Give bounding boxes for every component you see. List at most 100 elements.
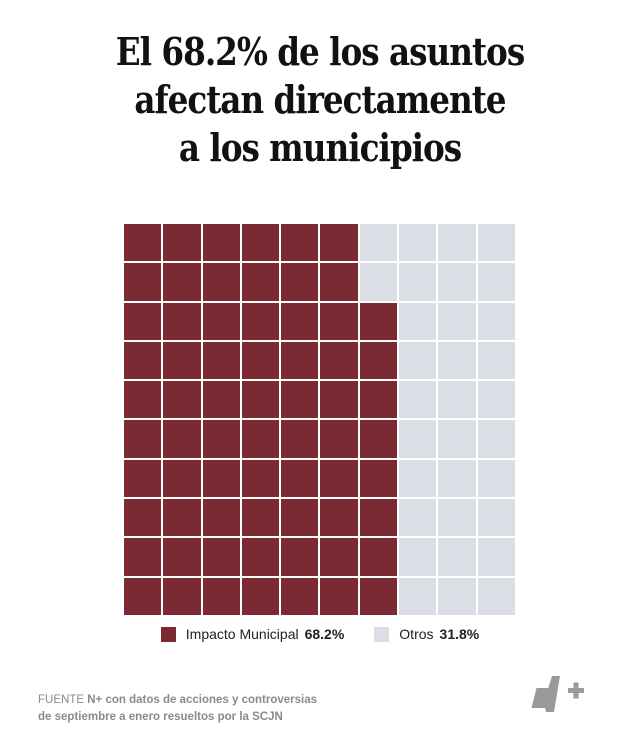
source-line1: con datos de acciones y controversias bbox=[105, 694, 317, 706]
waffle-chart bbox=[124, 224, 515, 615]
waffle-cell-impacto bbox=[124, 224, 162, 262]
waffle-cell-impacto bbox=[241, 420, 280, 458]
waffle-cell-impacto bbox=[320, 459, 358, 498]
waffle-cell-impacto bbox=[281, 499, 319, 537]
waffle-cell-impacto bbox=[202, 538, 240, 576]
waffle-cell-otros bbox=[477, 459, 515, 498]
waffle-cell-impacto bbox=[163, 224, 201, 262]
title-line-1: El 68.2% de los asuntos bbox=[115, 29, 525, 74]
waffle-cell-otros bbox=[359, 224, 398, 262]
waffle-cell-otros bbox=[477, 538, 515, 576]
waffle-cell-impacto bbox=[124, 499, 162, 537]
waffle-cell-impacto bbox=[124, 302, 162, 340]
waffle-cell-otros bbox=[477, 381, 515, 419]
waffle-cell-otros bbox=[399, 263, 437, 301]
waffle-cell-impacto bbox=[163, 577, 201, 615]
chart-title: El 68.2% de los asuntos afectan directam… bbox=[45, 28, 595, 172]
waffle-cell-otros bbox=[477, 499, 515, 537]
waffle-cell-impacto bbox=[163, 341, 201, 380]
waffle-cell-otros bbox=[359, 263, 398, 301]
waffle-cell-otros bbox=[399, 577, 437, 615]
waffle-cell-otros bbox=[477, 302, 515, 340]
legend: Impacto Municipal 68.2% Otros 31.8% bbox=[0, 626, 640, 642]
source-brand: N+ bbox=[87, 694, 103, 706]
waffle-cell-impacto bbox=[163, 459, 201, 498]
waffle-cell-impacto bbox=[202, 577, 240, 615]
waffle-cell-impacto bbox=[202, 224, 240, 262]
waffle-cell-impacto bbox=[241, 341, 280, 380]
waffle-cell-impacto bbox=[202, 420, 240, 458]
waffle-cell-impacto bbox=[320, 538, 358, 576]
waffle-cell-impacto bbox=[163, 381, 201, 419]
waffle-cell-otros bbox=[438, 381, 476, 419]
waffle-cell-impacto bbox=[320, 224, 358, 262]
waffle-cell-impacto bbox=[241, 577, 280, 615]
waffle-cell-otros bbox=[438, 499, 476, 537]
waffle-cell-otros bbox=[399, 341, 437, 380]
waffle-cell-impacto bbox=[163, 302, 201, 340]
waffle-cell-otros bbox=[438, 302, 476, 340]
waffle-cell-impacto bbox=[124, 341, 162, 380]
legend-label-otros: Otros bbox=[399, 626, 434, 642]
waffle-cell-impacto bbox=[202, 302, 240, 340]
waffle-cell-impacto bbox=[281, 459, 319, 498]
waffle-cell-impacto bbox=[124, 577, 162, 615]
waffle-cell-impacto bbox=[359, 302, 398, 340]
waffle-cell-impacto bbox=[124, 263, 162, 301]
waffle-cell-impacto bbox=[359, 381, 398, 419]
waffle-cell-otros bbox=[438, 224, 476, 262]
waffle-cell-impacto bbox=[281, 420, 319, 458]
title-line-2: afectan directamente bbox=[134, 77, 506, 122]
legend-item-impacto: Impacto Municipal 68.2% bbox=[160, 626, 344, 642]
waffle-cell-impacto bbox=[281, 577, 319, 615]
title-line-3: a los municipios bbox=[178, 125, 462, 170]
waffle-cell-impacto bbox=[163, 499, 201, 537]
source-prefix: FUENTE bbox=[38, 694, 84, 706]
waffle-cell-impacto bbox=[320, 499, 358, 537]
legend-swatch-impacto bbox=[160, 626, 176, 642]
waffle-cell-impacto bbox=[320, 577, 358, 615]
waffle-cell-otros bbox=[399, 499, 437, 537]
waffle-cell-otros bbox=[477, 263, 515, 301]
waffle-cell-impacto bbox=[320, 381, 358, 419]
waffle-cell-otros bbox=[399, 302, 437, 340]
waffle-cell-otros bbox=[399, 224, 437, 262]
waffle-cell-impacto bbox=[241, 263, 280, 301]
waffle-cell-impacto bbox=[359, 459, 398, 498]
waffle-cell-impacto bbox=[320, 420, 358, 458]
waffle-cell-impacto bbox=[202, 459, 240, 498]
legend-item-otros: Otros 31.8% bbox=[374, 626, 479, 642]
waffle-cell-impacto bbox=[281, 341, 319, 380]
waffle-cell-impacto bbox=[359, 577, 398, 615]
waffle-cell-impacto bbox=[359, 341, 398, 380]
waffle-cell-impacto bbox=[241, 459, 280, 498]
source-line2: de septiembre a enero resueltos por la S… bbox=[38, 711, 283, 723]
waffle-cell-otros bbox=[399, 538, 437, 576]
waffle-cell-impacto bbox=[163, 263, 201, 301]
waffle-cell-impacto bbox=[281, 263, 319, 301]
source-note: FUENTE N+ con datos de acciones y contro… bbox=[38, 692, 317, 726]
waffle-cell-impacto bbox=[241, 538, 280, 576]
waffle-cell-impacto bbox=[124, 538, 162, 576]
waffle-cell-otros bbox=[399, 459, 437, 498]
waffle-cell-otros bbox=[438, 577, 476, 615]
waffle-cell-impacto bbox=[320, 263, 358, 301]
legend-label-impacto: Impacto Municipal bbox=[185, 626, 299, 642]
waffle-cell-impacto bbox=[281, 302, 319, 340]
waffle-cell-otros bbox=[438, 459, 476, 498]
waffle-cell-impacto bbox=[124, 381, 162, 419]
waffle-cell-impacto bbox=[320, 302, 358, 340]
waffle-cell-impacto bbox=[320, 341, 358, 380]
waffle-cell-otros bbox=[477, 420, 515, 458]
waffle-cell-impacto bbox=[281, 381, 319, 419]
waffle-cell-impacto bbox=[202, 381, 240, 419]
waffle-cell-otros bbox=[477, 341, 515, 380]
waffle-cell-impacto bbox=[202, 341, 240, 380]
waffle-cell-impacto bbox=[202, 263, 240, 301]
waffle-cell-impacto bbox=[359, 499, 398, 537]
waffle-cell-otros bbox=[438, 420, 476, 458]
waffle-cell-otros bbox=[477, 577, 515, 615]
legend-swatch-otros bbox=[374, 626, 390, 642]
waffle-cell-impacto bbox=[241, 224, 280, 262]
waffle-cell-impacto bbox=[241, 381, 280, 419]
